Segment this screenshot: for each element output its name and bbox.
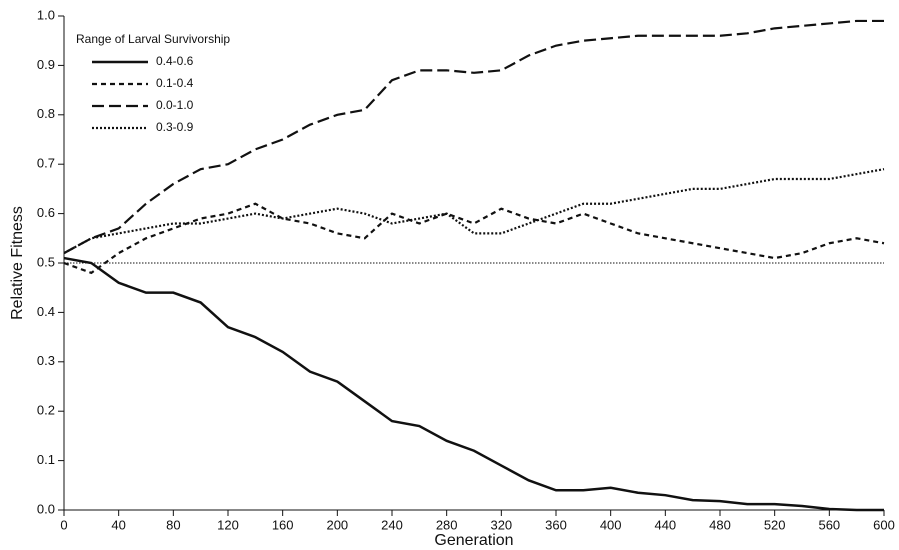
y-tick-label: 1.0: [37, 7, 55, 22]
series-line: [63, 256, 884, 512]
y-tick-label: 0.8: [37, 106, 55, 121]
y-axis-title: Relative Fitness: [9, 206, 26, 320]
y-tick-label: 0.5: [37, 254, 55, 269]
legend-label: 0.4-0.6: [156, 54, 194, 68]
x-tick-label: 240: [381, 517, 403, 532]
x-tick-label: 400: [600, 517, 622, 532]
legend-label: 0.3-0.9: [156, 120, 194, 134]
y-tick-label: 0.4: [37, 304, 55, 319]
x-tick-label: 520: [764, 517, 786, 532]
x-tick-label: 200: [326, 517, 348, 532]
x-tick-label: 440: [654, 517, 676, 532]
y-tick-label: 0.1: [37, 452, 55, 467]
y-tick-label: 0.0: [37, 501, 55, 516]
x-tick-label: 480: [709, 517, 731, 532]
x-tick-label: 360: [545, 517, 567, 532]
y-tick-label: 0.9: [37, 57, 55, 72]
legend-label: 0.0-1.0: [156, 98, 194, 112]
x-tick-label: 120: [217, 517, 239, 532]
x-tick-label: 280: [436, 517, 458, 532]
legend-title: Range of Larval Survivorship: [76, 32, 230, 46]
y-tick-label: 0.2: [37, 403, 55, 418]
x-tick-label: 80: [166, 517, 180, 532]
legend-label: 0.1-0.4: [156, 76, 194, 90]
x-tick-label: 160: [272, 517, 294, 532]
x-tick-label: 0: [60, 517, 67, 532]
series-line: [63, 19, 884, 255]
x-axis-title: Generation: [434, 532, 513, 549]
x-tick-label: 40: [111, 517, 125, 532]
y-tick-label: 0.7: [37, 156, 55, 171]
x-tick-label: 320: [490, 517, 512, 532]
y-tick-label: 0.3: [37, 353, 55, 368]
series-line: [63, 168, 885, 255]
y-tick-label: 0.6: [37, 205, 55, 220]
x-tick-label: 560: [818, 517, 840, 532]
x-tick-label: 600: [873, 517, 895, 532]
